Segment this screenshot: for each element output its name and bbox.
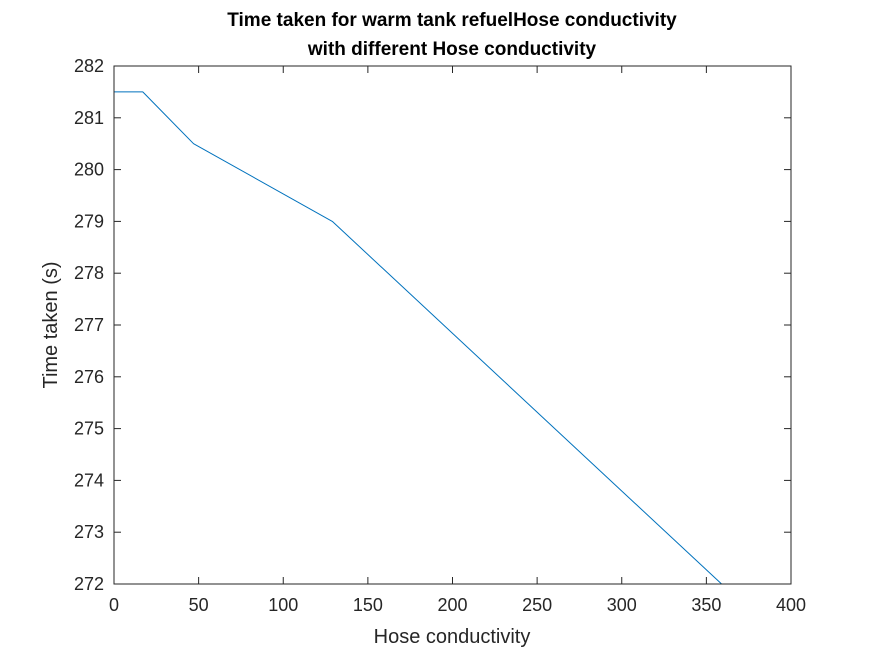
y-tick-label: 277 bbox=[74, 315, 104, 335]
x-tick-label: 150 bbox=[353, 595, 383, 615]
x-tick-label: 300 bbox=[607, 595, 637, 615]
y-axis-label: Time taken (s) bbox=[40, 261, 62, 388]
x-tick-label: 50 bbox=[189, 595, 209, 615]
y-tick-label: 280 bbox=[74, 160, 104, 180]
plot-frame bbox=[113, 65, 792, 585]
x-tick-label: 250 bbox=[522, 595, 552, 615]
x-tick-label: 350 bbox=[691, 595, 721, 615]
x-tick-label: 400 bbox=[776, 595, 806, 615]
chart-title-line-1: Time taken for warm tank refuelHose cond… bbox=[227, 10, 677, 31]
chart-title-line-2: with different Hose conductivity bbox=[307, 39, 597, 60]
y-tick-label: 278 bbox=[74, 263, 104, 283]
plot-area bbox=[114, 66, 791, 584]
y-tick-label: 282 bbox=[74, 56, 104, 76]
x-tick-label: 0 bbox=[109, 595, 119, 615]
x-tick-label: 200 bbox=[437, 595, 467, 615]
ticks-layer: 0 50 100 150 200 250 300 350 400 272 273 274 275 276 2… bbox=[74, 56, 806, 615]
x-tick-label: 100 bbox=[268, 595, 298, 615]
y-tick-label: 272 bbox=[74, 574, 104, 594]
y-tick-label: 273 bbox=[74, 522, 104, 542]
x-axis-label: Hose conductivity bbox=[374, 626, 531, 648]
y-tick-label: 275 bbox=[74, 419, 104, 439]
y-tick-label: 281 bbox=[74, 108, 104, 128]
y-tick-label: 279 bbox=[74, 211, 104, 231]
y-tick-label: 276 bbox=[74, 367, 104, 387]
y-tick-label: 274 bbox=[74, 470, 104, 490]
